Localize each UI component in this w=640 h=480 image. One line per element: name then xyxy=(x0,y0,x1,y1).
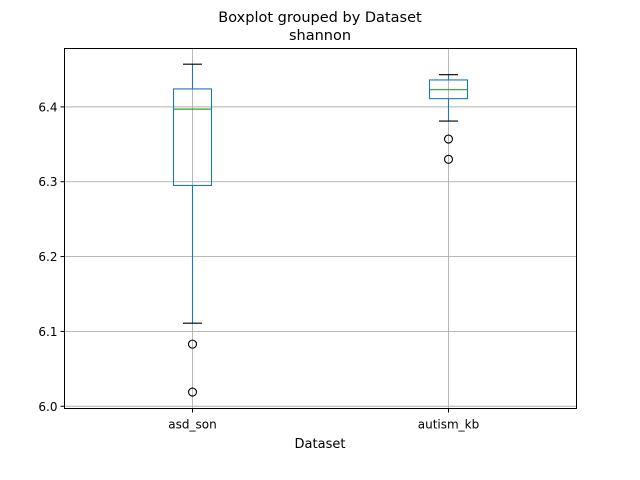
box-group xyxy=(428,74,469,164)
y-axis: 6.0 6.1 6.2 6.3 6.4 xyxy=(38,100,65,414)
y-tick-label: 6.1 xyxy=(38,325,57,339)
chart-subtitle: shannon xyxy=(289,28,351,44)
x-tick-label: autism_kb xyxy=(418,418,480,432)
iqr-box xyxy=(172,88,213,187)
box-group xyxy=(172,63,213,397)
boxes xyxy=(172,63,469,397)
x-axis: asd_son autism_kb xyxy=(168,408,480,432)
y-tick-label: 6.4 xyxy=(38,100,57,114)
y-tick-label: 6.0 xyxy=(38,400,57,414)
outlier-point xyxy=(187,339,198,349)
outlier-point xyxy=(443,134,454,144)
y-tick-label: 6.2 xyxy=(38,250,57,264)
x-axis-label: Dataset xyxy=(295,437,346,452)
chart-title: Boxplot grouped by Dataset xyxy=(218,10,422,26)
x-tick-label: asd_son xyxy=(168,418,216,432)
plot-frame xyxy=(64,48,577,409)
y-tick-label: 6.3 xyxy=(38,175,57,189)
outlier-point xyxy=(443,154,454,164)
outlier-point xyxy=(187,387,198,397)
